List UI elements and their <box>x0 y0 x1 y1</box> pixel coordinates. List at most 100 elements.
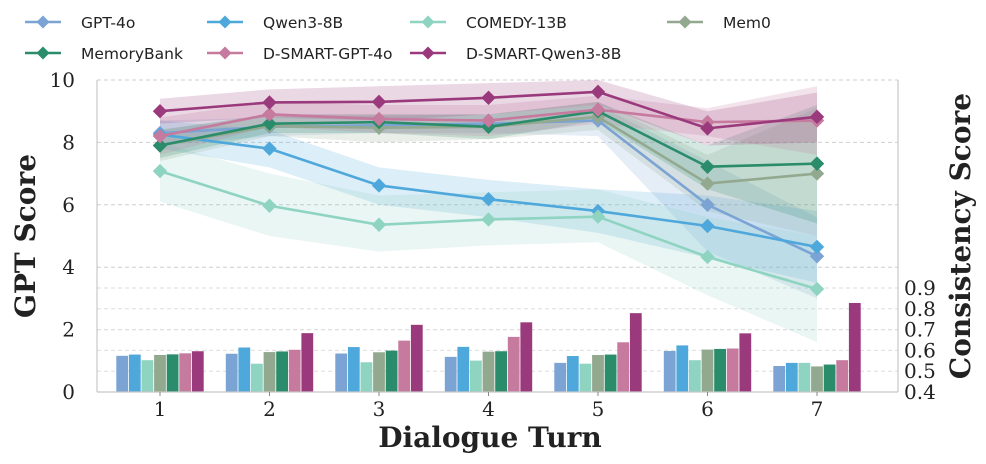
y-tick-label: 0 <box>62 380 75 404</box>
consistency-bar <box>507 336 520 392</box>
consistency-bar <box>335 353 348 392</box>
legend-label: Qwen3-8B <box>263 14 343 32</box>
data-point <box>700 176 715 191</box>
data-point <box>152 138 168 153</box>
gpt-score-lines <box>152 84 825 297</box>
x-tick-label: 6 <box>701 397 714 421</box>
data-point <box>809 156 825 171</box>
y2-tick-label: 0.7 <box>904 318 936 342</box>
data-point <box>152 163 168 179</box>
consistency-bar <box>785 362 798 392</box>
legend-label: MemoryBank <box>81 45 183 63</box>
consistency-bar <box>676 345 689 392</box>
y2-tick-label: 0.8 <box>904 297 936 321</box>
consistency-bar <box>398 340 411 392</box>
data-point <box>590 84 606 100</box>
consistency-bar <box>116 355 129 392</box>
data-point <box>481 113 496 128</box>
confidence-band <box>160 101 817 236</box>
consistency-bar <box>225 353 238 392</box>
consistency-bar <box>179 353 192 392</box>
consistency-bar <box>360 362 373 392</box>
y-tick-label: 6 <box>62 193 75 217</box>
consistency-bar <box>714 348 726 392</box>
y-axis-title: GPT Score <box>9 154 42 318</box>
legend-marker <box>421 15 435 29</box>
x-axis-title: Dialogue Turn <box>378 421 602 454</box>
consistency-bar <box>798 362 811 392</box>
consistency-bar <box>141 360 154 392</box>
consistency-bar <box>373 352 385 392</box>
data-point <box>152 103 168 119</box>
data-point <box>700 121 715 136</box>
x-tick-label: 4 <box>482 397 495 421</box>
consistency-bar <box>579 363 592 392</box>
x-tick-label: 7 <box>811 397 824 421</box>
data-point <box>262 198 277 213</box>
consistency-bar <box>347 347 360 392</box>
data-point <box>371 111 387 127</box>
consistency-bar <box>773 366 786 392</box>
y2-tick-label: 0.5 <box>904 359 936 383</box>
consistency-bar <box>444 356 457 392</box>
data-point <box>371 178 387 193</box>
data-point <box>371 217 387 232</box>
consistency-bar <box>482 351 495 392</box>
confidence-band <box>160 142 817 343</box>
legend-marker <box>36 46 50 60</box>
y-tick-label: 10 <box>50 68 75 92</box>
consistency-bar <box>726 348 739 392</box>
legend-label: COMEDY-13B <box>466 14 567 32</box>
confidence-band <box>160 101 817 224</box>
confidence-band <box>160 104 817 299</box>
consistency-bar <box>457 346 470 392</box>
legend-marker <box>218 15 232 29</box>
x-tick-label: 3 <box>373 397 386 421</box>
consistency-bar <box>836 360 849 392</box>
data-point <box>152 128 168 144</box>
consistency-bar <box>689 360 701 392</box>
consistency-bars <box>116 302 861 392</box>
data-point <box>700 197 715 213</box>
consistency-bar <box>823 364 836 392</box>
data-point <box>481 212 496 227</box>
legend-label: GPT-4o <box>81 14 135 32</box>
consistency-bar <box>739 333 752 392</box>
data-point <box>809 109 825 125</box>
legend-label: Mem0 <box>723 14 771 32</box>
consistency-bar <box>617 342 630 392</box>
consistency-bar <box>663 351 676 392</box>
consistency-bar <box>191 351 204 392</box>
data-point <box>481 90 496 105</box>
consistency-bar <box>154 354 166 392</box>
consistency-bar <box>554 362 567 392</box>
consistency-bar <box>495 351 507 392</box>
consistency-bar <box>629 313 642 392</box>
consistency-bar <box>410 324 423 392</box>
y2-tick-label: 0.6 <box>904 338 936 362</box>
consistency-bar <box>604 354 617 392</box>
data-point <box>809 281 825 297</box>
tick-labels: 0 2 4 6 8 10 0.40.50.60.70.80.9 1 2 3 4 5 6 7 <box>50 68 936 421</box>
data-point <box>700 249 715 265</box>
consistency-bar <box>263 352 276 392</box>
legend: GPT-4o Qwen3-8B COMEDY-13B Mem0 MemoryBank D-… <box>25 14 771 63</box>
data-point <box>809 249 825 264</box>
legend-label: D-SMART-GPT-4o <box>263 45 393 63</box>
y-tick-label: 4 <box>62 255 75 279</box>
axes <box>96 80 899 393</box>
data-point <box>590 102 606 117</box>
x-tick-label: 5 <box>592 397 605 421</box>
data-point <box>700 218 715 234</box>
y-tick-label: 2 <box>62 318 75 342</box>
consistency-bar <box>251 363 263 392</box>
data-point <box>262 141 277 156</box>
data-point <box>809 239 825 255</box>
data-point <box>262 107 277 122</box>
data-point <box>371 94 387 110</box>
consistency-bar <box>811 366 823 392</box>
consistency-bar <box>238 347 251 392</box>
data-point <box>262 95 277 110</box>
consistency-bar <box>520 322 533 392</box>
